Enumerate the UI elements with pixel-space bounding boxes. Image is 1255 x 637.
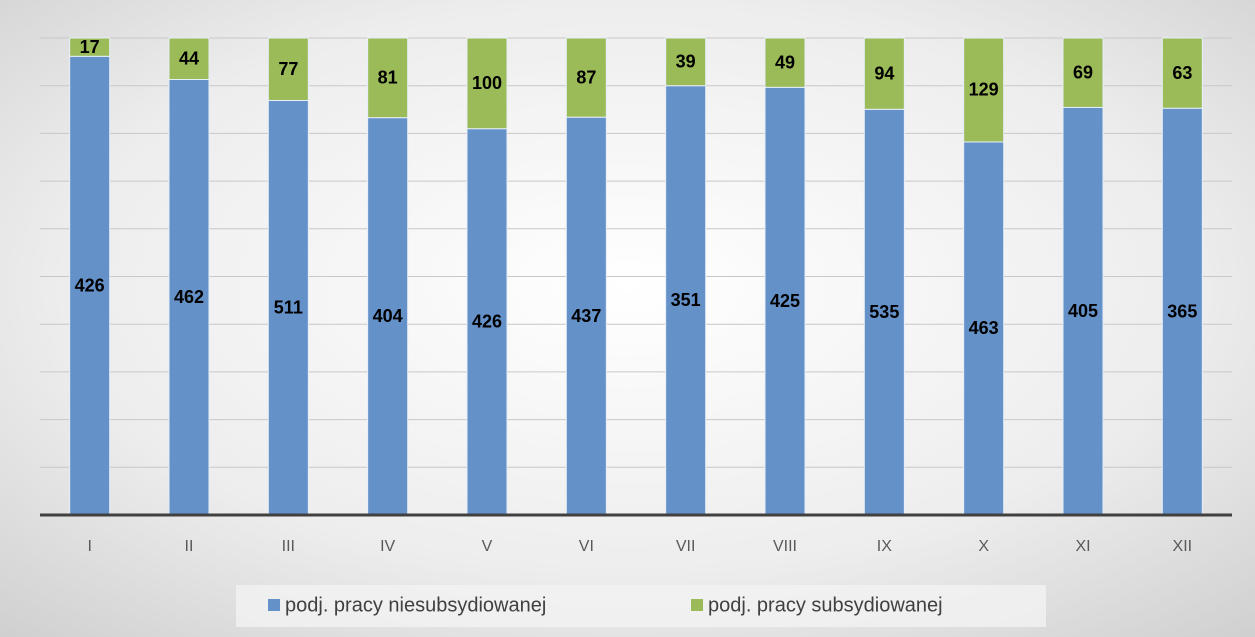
bar-segment (764, 37, 806, 88)
data-label: 94 (874, 63, 894, 83)
data-label: 426 (472, 312, 502, 332)
data-label: 39 (676, 52, 696, 72)
x-tick-label: III (282, 538, 295, 555)
x-tick-label: XII (1173, 538, 1193, 555)
bar-segment (367, 37, 409, 119)
legend-swatch (268, 599, 280, 611)
data-label: 100 (472, 73, 502, 93)
data-label: 77 (278, 59, 298, 79)
bar-segment (267, 99, 309, 516)
legend-label: podj. pracy subsydiowanej (708, 594, 943, 616)
bar-segment (863, 108, 905, 516)
bar-segment (764, 86, 806, 516)
data-label: 81 (378, 68, 398, 88)
bar-segment (1062, 106, 1104, 516)
data-label: 437 (571, 306, 601, 326)
bar-segment (565, 116, 607, 516)
x-tick-label: V (482, 538, 493, 555)
x-tick-label: X (978, 538, 989, 555)
x-tick-label: II (185, 538, 194, 555)
bar-segment (1062, 37, 1104, 108)
data-label: 405 (1068, 301, 1098, 321)
x-tick-label: VI (579, 538, 594, 555)
data-label: 351 (671, 290, 701, 310)
bar-segment (963, 141, 1005, 516)
data-label: 426 (75, 275, 105, 295)
bar-segment (466, 37, 508, 130)
legend-label: podj. pracy niesubsydiowanej (285, 594, 546, 616)
bar-segment (168, 37, 210, 80)
data-label: 17 (80, 37, 100, 57)
data-label: 425 (770, 291, 800, 311)
bar-segment (963, 37, 1005, 143)
legend-swatch (691, 599, 703, 611)
x-tick-label: VII (676, 538, 696, 555)
bar-segment (665, 85, 707, 516)
x-tick-label: XI (1075, 538, 1090, 555)
x-tick-label: IX (877, 538, 892, 555)
bar-segment (69, 55, 111, 516)
bar-segment (466, 128, 508, 516)
data-label: 511 (274, 297, 303, 317)
data-label: 49 (775, 52, 795, 72)
data-label: 69 (1073, 62, 1093, 82)
data-label: 129 (969, 80, 999, 100)
data-label: 44 (179, 48, 199, 68)
bar-segment (665, 37, 707, 87)
x-tick-label: VIII (773, 538, 797, 555)
data-label: 535 (869, 302, 899, 322)
bar-segment (863, 37, 905, 110)
bar-segment (267, 37, 309, 101)
data-label: 463 (969, 318, 999, 338)
bar-segment (1161, 37, 1203, 109)
x-tick-label: I (87, 538, 91, 555)
bar-segment (69, 37, 111, 57)
bar-segment (168, 78, 210, 516)
bar-segment (565, 37, 607, 118)
x-tick-label: IV (380, 538, 395, 555)
data-label: 462 (174, 287, 204, 307)
data-label: 365 (1167, 301, 1197, 321)
data-label: 87 (576, 67, 596, 87)
legend-box (236, 585, 1046, 627)
data-label: 63 (1172, 63, 1192, 83)
data-label: 404 (373, 306, 403, 326)
